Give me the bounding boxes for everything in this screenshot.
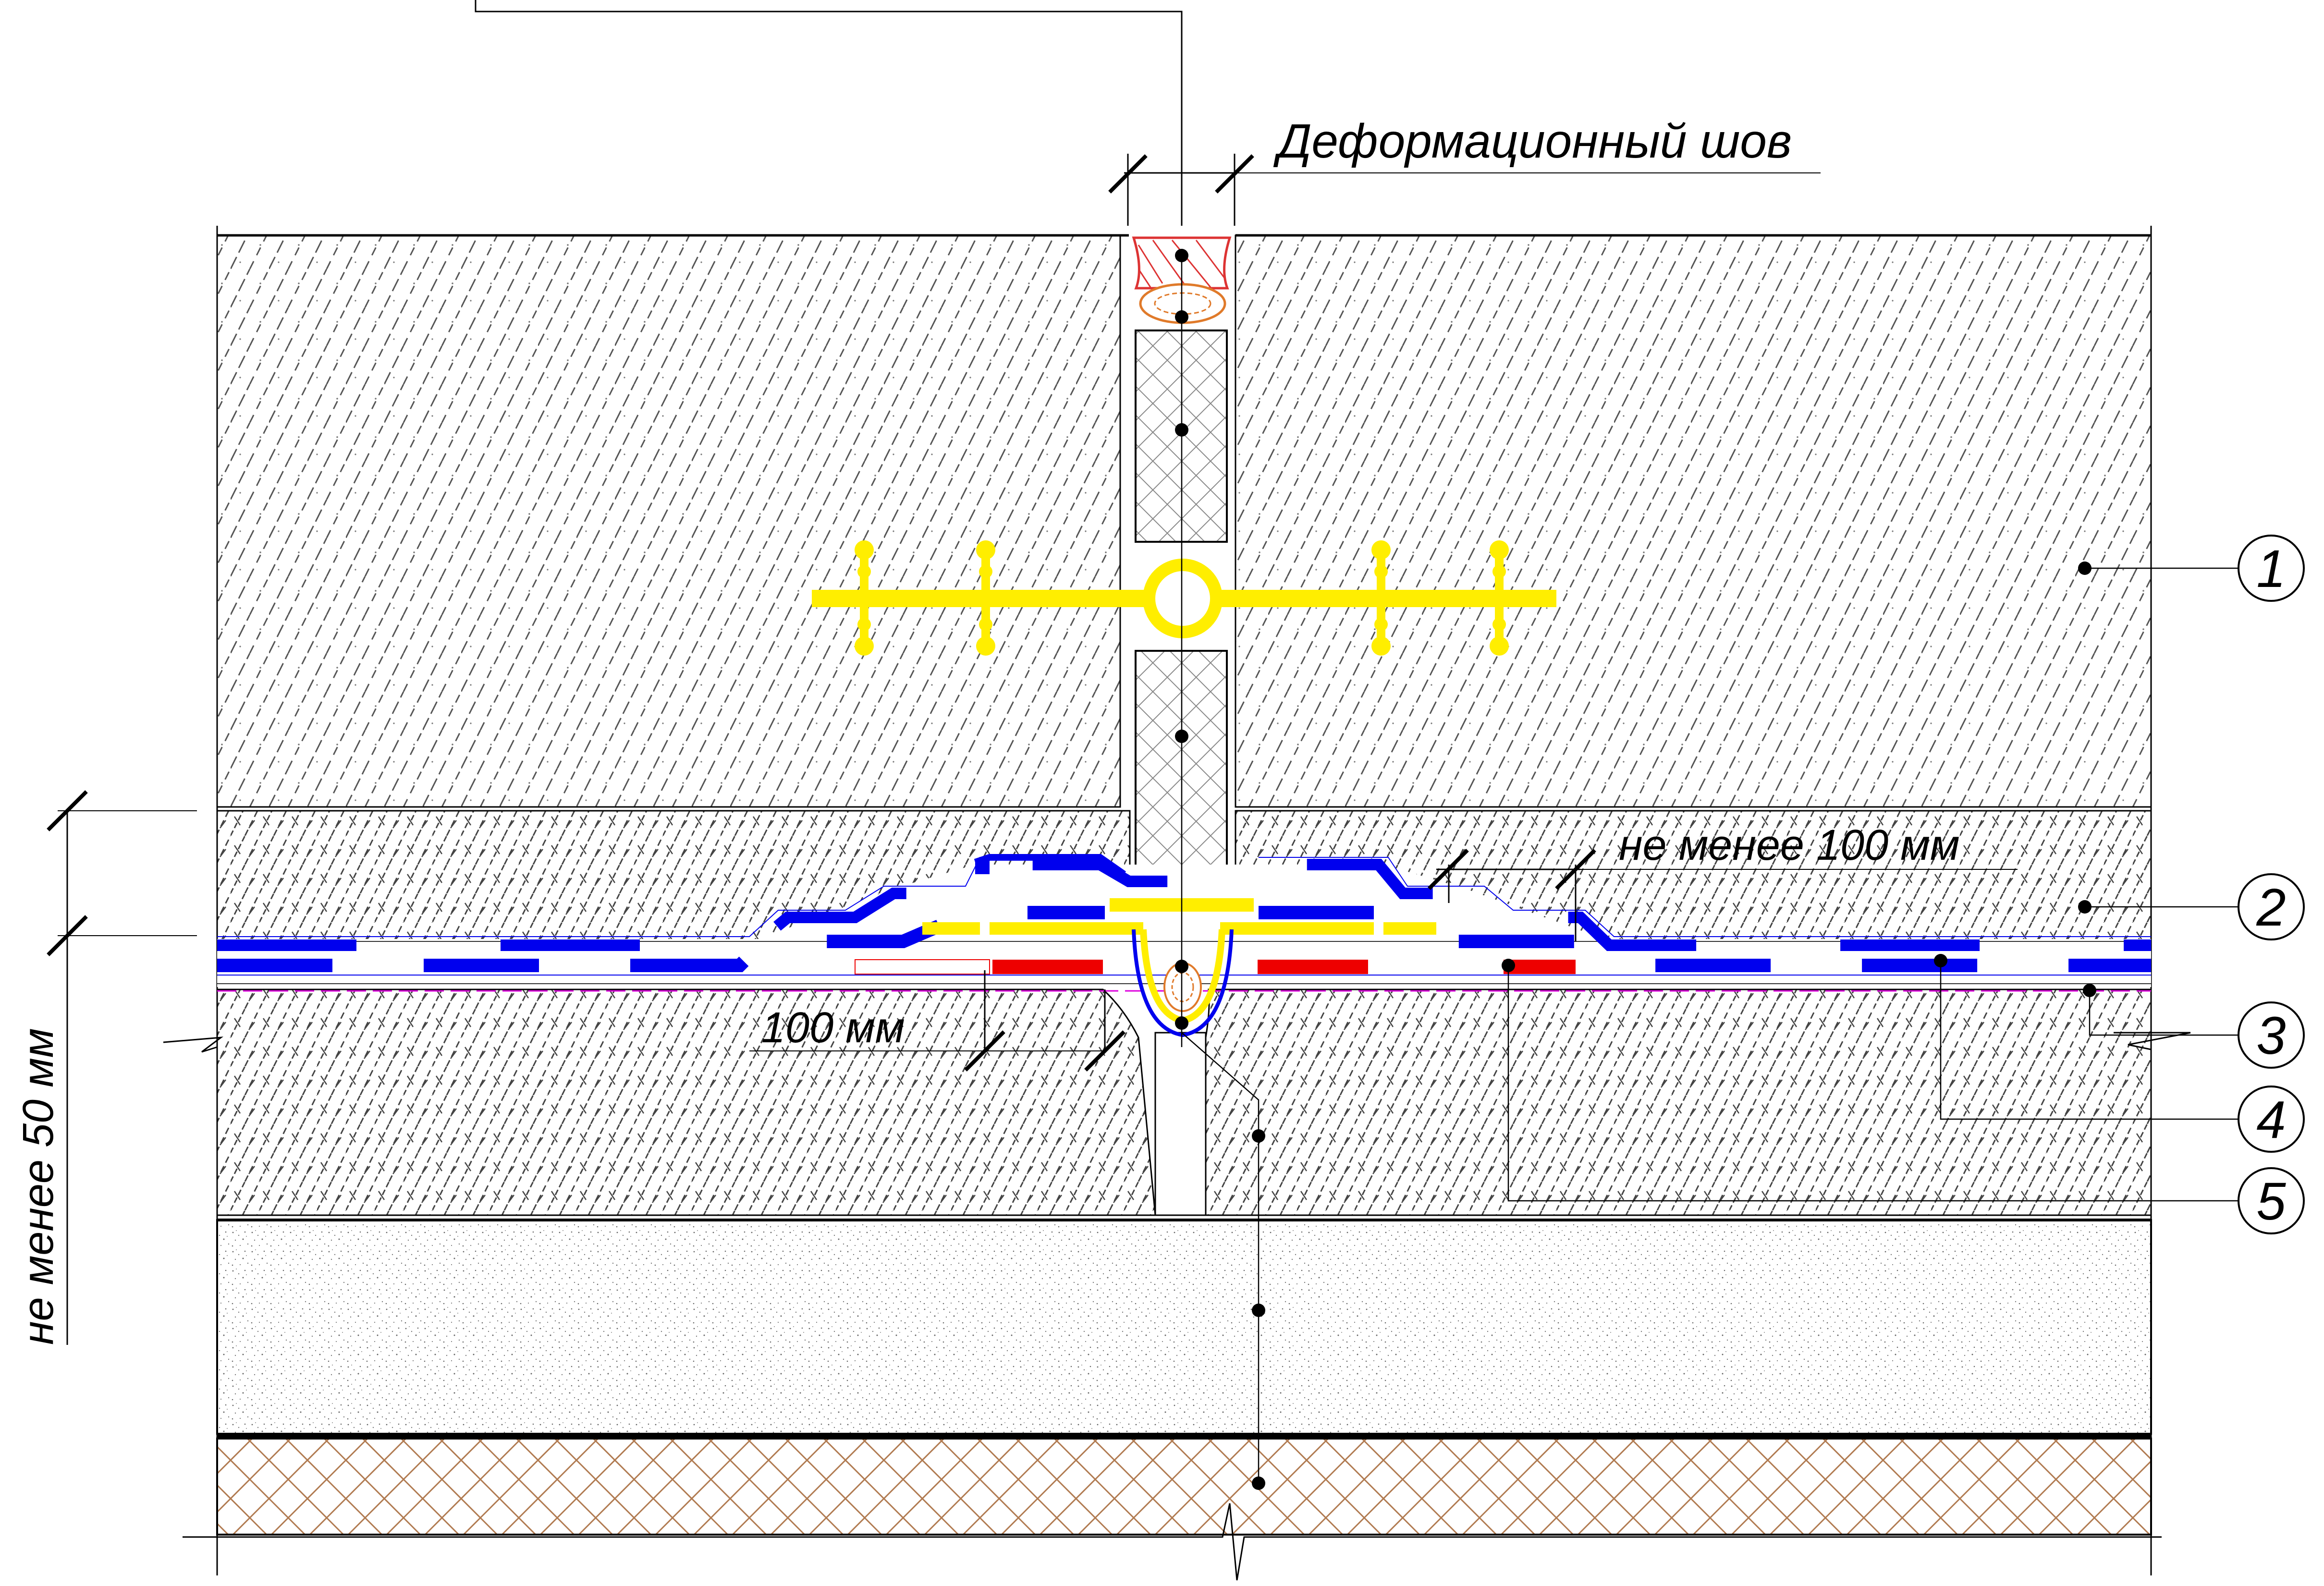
- marker-dots: [1175, 249, 2096, 1490]
- top-leader: [475, 0, 1183, 226]
- sand-bedding: [216, 1219, 2152, 1435]
- callout-1: 1: [2238, 535, 2305, 602]
- svg-text:2: 2: [2256, 878, 2286, 937]
- callout-2: 2: [2238, 873, 2305, 940]
- lower-screed: [216, 988, 2152, 1216]
- membrane-upper: [217, 854, 2151, 972]
- min-100-label: не менее 100 мм: [1619, 821, 1960, 869]
- joint-width-dimension: [1108, 154, 1821, 226]
- joint-label: Деформационный шов: [1273, 114, 1792, 168]
- leader-lines: [1181, 259, 2238, 1484]
- min-50-label: не менее 50 мм: [14, 1028, 62, 1345]
- svg-text:5: 5: [2256, 1172, 2286, 1231]
- dim-min-100: [1428, 849, 2018, 941]
- waterstop-profile: [812, 540, 1556, 656]
- dim-100: [749, 970, 1125, 1072]
- dim-min-50: [47, 790, 197, 1345]
- outline-edges: [163, 226, 2191, 1581]
- svg-text:1: 1: [2256, 539, 2286, 598]
- callout-5: 5: [2238, 1167, 2305, 1234]
- svg-text:4: 4: [2256, 1090, 2286, 1149]
- len-100-label: 100 мм: [761, 1004, 905, 1052]
- callout-3: 3: [2238, 1001, 2305, 1069]
- callout-4: 4: [2238, 1086, 2305, 1153]
- svg-text:3: 3: [2256, 1006, 2286, 1065]
- concrete-slab: [216, 234, 2152, 808]
- compacted-soil: [216, 1438, 2152, 1536]
